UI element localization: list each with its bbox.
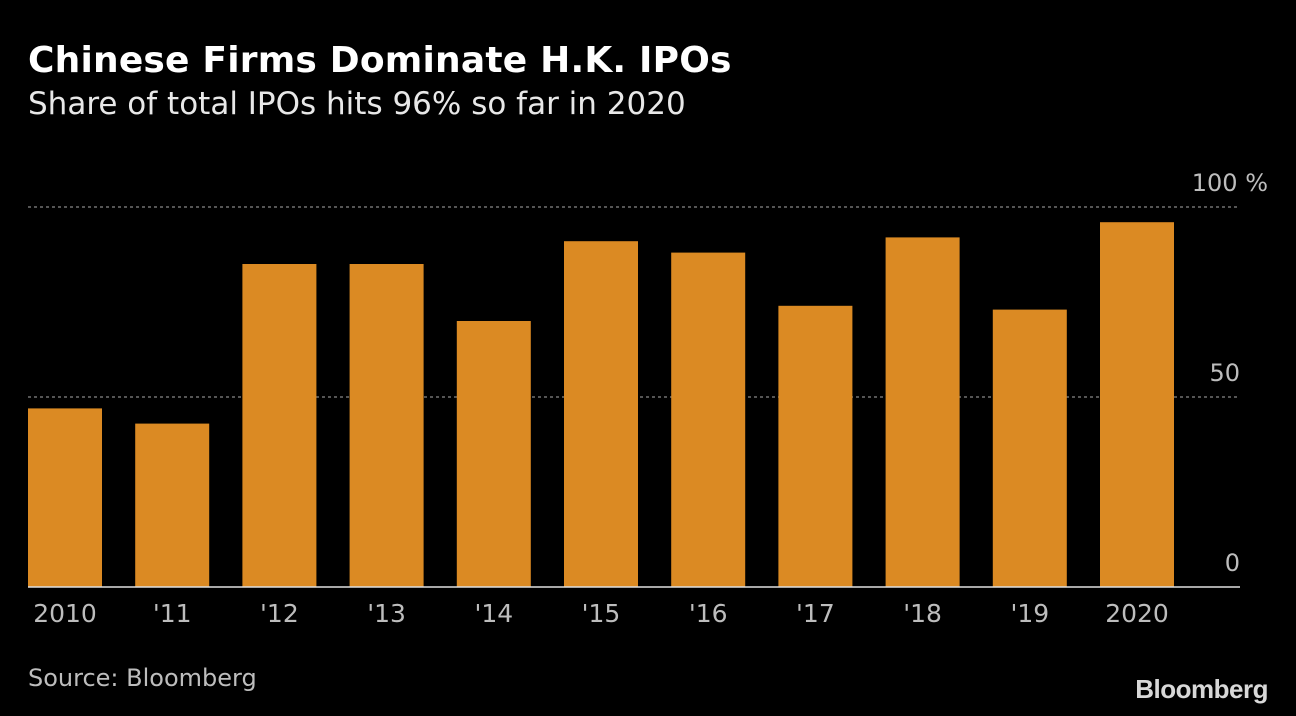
chart-title: Chinese Firms Dominate H.K. IPOs bbox=[28, 40, 732, 81]
bar-0 bbox=[28, 408, 102, 587]
bar-9 bbox=[992, 309, 1067, 587]
y-tick-label: 0 bbox=[1225, 549, 1240, 577]
x-tick-label: '11 bbox=[153, 599, 192, 628]
chart-subtitle: Share of total IPOs hits 96% so far in 2… bbox=[28, 86, 686, 122]
bar-10 bbox=[1100, 222, 1174, 587]
bloomberg-logo: Bloomberg bbox=[1135, 674, 1268, 704]
bar-1 bbox=[135, 423, 210, 587]
axes: 0 50 100 % 2010 '11 '12 '13 '14 '15 '16 '17 '18 '19 2… bbox=[28, 169, 1268, 628]
bars bbox=[28, 222, 1174, 587]
x-tick-label: '13 bbox=[367, 599, 406, 628]
bar-8 bbox=[885, 237, 960, 587]
x-tick-label: 2010 bbox=[33, 599, 97, 628]
x-tick-label: '17 bbox=[796, 599, 835, 628]
x-tick-label: '15 bbox=[582, 599, 621, 628]
source-note: Source: Bloomberg bbox=[28, 664, 257, 692]
x-tick-label: '18 bbox=[903, 599, 942, 628]
bar-2 bbox=[242, 264, 317, 587]
bar-5 bbox=[564, 241, 638, 587]
x-tick-label: '16 bbox=[689, 599, 728, 628]
x-tick-label: '14 bbox=[474, 599, 513, 628]
x-tick-label: 2020 bbox=[1105, 599, 1169, 628]
bar-7 bbox=[778, 305, 853, 587]
y-tick-label: 50 bbox=[1209, 359, 1240, 387]
bar-6 bbox=[671, 252, 746, 587]
x-tick-label: '19 bbox=[1010, 599, 1049, 628]
bar-3 bbox=[349, 264, 424, 587]
bar-4 bbox=[456, 321, 531, 587]
x-tick-label: '12 bbox=[260, 599, 299, 628]
y-tick-label: 100 % bbox=[1192, 169, 1268, 197]
